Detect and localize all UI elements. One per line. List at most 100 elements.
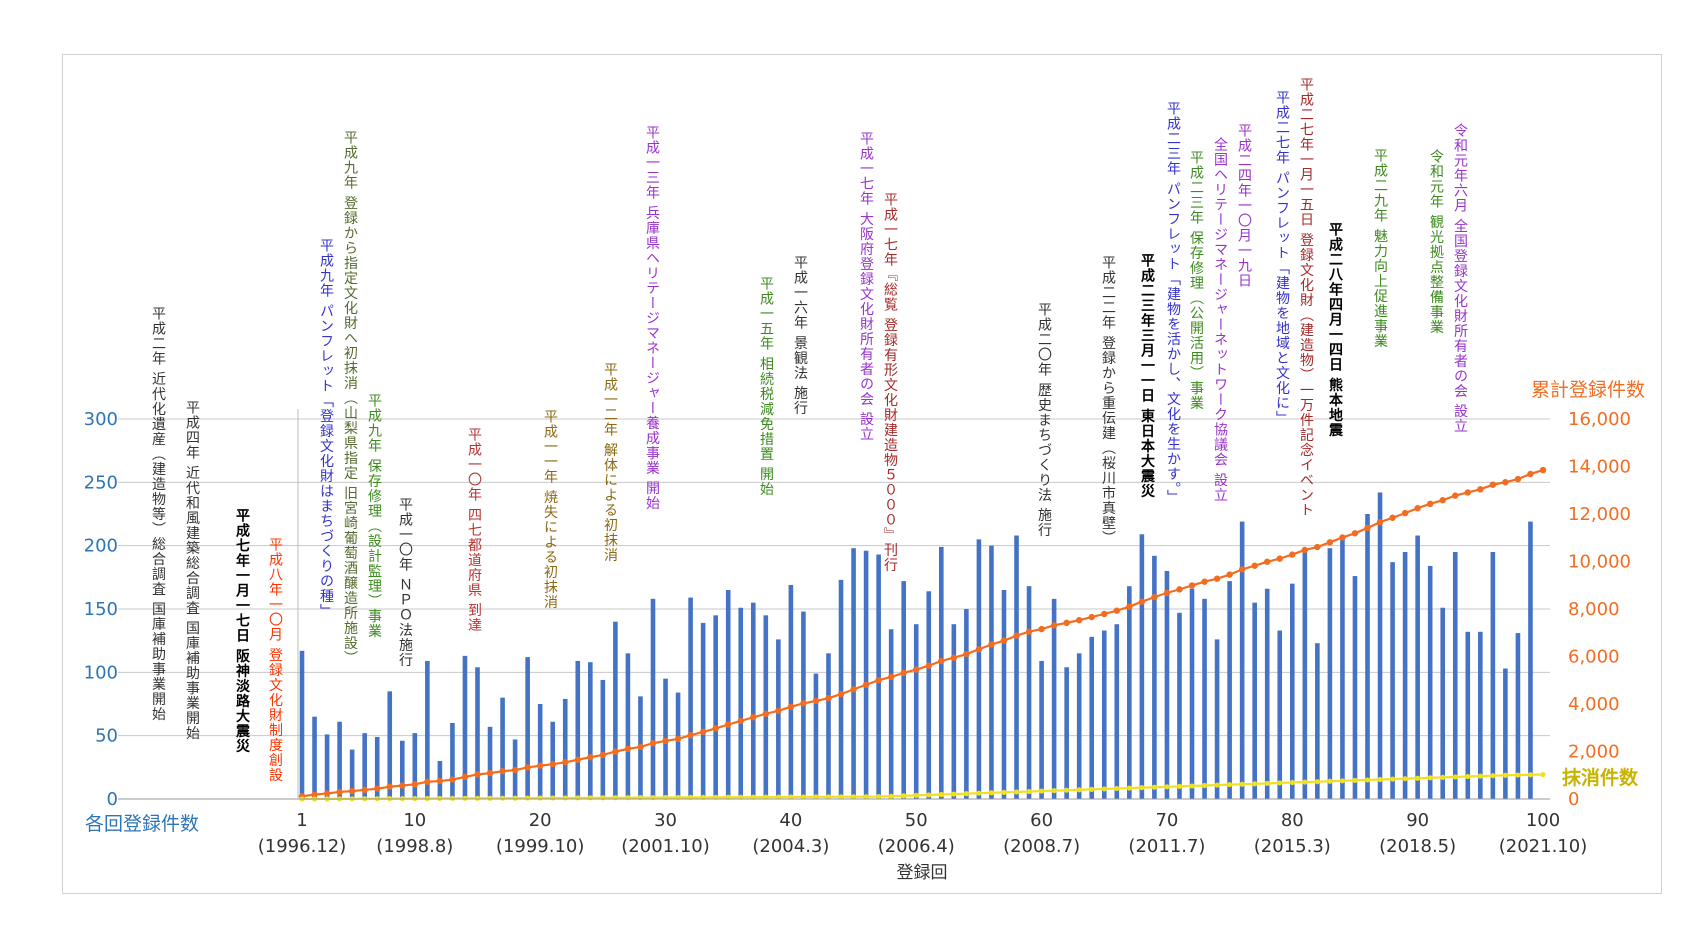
- cancel-point: [1302, 779, 1308, 785]
- cancel-point: [550, 795, 556, 801]
- cancel-point: [1214, 782, 1220, 788]
- cumulative-point: [750, 714, 757, 721]
- cumulative-point: [1514, 475, 1522, 483]
- bar: [588, 662, 593, 799]
- bar: [600, 679, 606, 799]
- cancel-point: [775, 794, 781, 800]
- bar: [1478, 631, 1483, 799]
- cumulative-point: [938, 657, 945, 665]
- cancel-point: [963, 791, 969, 797]
- bar: [1503, 668, 1508, 799]
- bar: [1365, 514, 1370, 799]
- cancel-point: [788, 794, 794, 800]
- cancel-line: [301, 773, 1544, 801]
- bar: [1327, 548, 1333, 799]
- cancel-point: [587, 795, 593, 801]
- cancel-point: [1402, 776, 1408, 782]
- annotation-label: 平成一一年 焼失による初抹消: [542, 409, 558, 610]
- cumulative-point: [1075, 616, 1083, 624]
- cancel-series-label: 抹消件数: [1562, 766, 1639, 789]
- cancel-point: [1502, 772, 1508, 778]
- x-tick-label: 90: [1406, 810, 1429, 831]
- cancel-point: [1477, 773, 1483, 779]
- bar: [901, 581, 906, 799]
- cancel-point: [1013, 789, 1020, 795]
- bar: [1014, 535, 1019, 799]
- cumulative-point: [1163, 589, 1171, 597]
- cumulative-point: [612, 748, 619, 755]
- left-tick-label: 200: [84, 536, 118, 557]
- bar: [1264, 588, 1270, 799]
- cumulative-point: [674, 735, 682, 743]
- annotation-label: 平成九年 保存修理（設計監理）事業: [366, 393, 382, 639]
- cumulative-point: [1176, 586, 1183, 593]
- bar: [826, 653, 831, 799]
- cumulative-point: [975, 646, 983, 653]
- x-tick-label: 50: [905, 810, 928, 831]
- annotation-label: 平成九年 登録から指定文化財へ初抹消（山梨県指定 旧宮崎葡萄酒醸造所施設）: [342, 130, 358, 666]
- bar: [1101, 630, 1107, 799]
- cumulative-point: [1126, 603, 1133, 610]
- bar: [613, 621, 618, 799]
- cancel-point: [1151, 784, 1158, 790]
- cancel-point: [1252, 781, 1258, 787]
- annotation-label: 平成二九年 魅力向上促進事業: [1372, 148, 1388, 349]
- bar: [863, 550, 869, 799]
- cumulative-point: [474, 771, 481, 778]
- x-tick-date: (2004.3): [752, 836, 829, 857]
- annotation-label: 平成一三年 兵庫県ヘリテージマネージャー養成事業 開始: [644, 125, 660, 511]
- bar: [625, 653, 631, 799]
- cumulative-point: [574, 756, 581, 763]
- annotation-label: 平成二三年三月一一日 東日本大震災: [1139, 253, 1155, 499]
- bar: [399, 740, 405, 799]
- cancel-point: [1051, 788, 1057, 794]
- annotation-label: 平成一六年 景観法 施行: [792, 255, 808, 416]
- cumulative-point: [925, 662, 932, 669]
- bar: [324, 734, 330, 799]
- cancel-point: [1540, 771, 1546, 778]
- bar: [1465, 631, 1471, 799]
- cumulative-point: [1339, 534, 1346, 541]
- right-tick-label: 4,000: [1568, 694, 1620, 715]
- cumulative-point: [1426, 500, 1434, 508]
- cumulative-point: [649, 740, 657, 747]
- cancel-point: [512, 795, 518, 801]
- bar: [838, 579, 844, 799]
- cumulative-point: [988, 641, 995, 648]
- bar: [1239, 521, 1245, 799]
- cancel-point: [562, 795, 568, 801]
- x-tick-date: (2018.5): [1379, 836, 1456, 857]
- cumulative-point: [1489, 481, 1497, 488]
- cumulative-point: [436, 777, 444, 785]
- cumulative-point: [1351, 530, 1359, 537]
- bar: [913, 624, 919, 799]
- bar: [1515, 633, 1521, 799]
- annotation-label: 全国ヘリテージマネージャーネットワーク協議会 設立: [1212, 137, 1228, 503]
- bar: [1402, 552, 1408, 799]
- cumulative-point: [536, 762, 544, 769]
- cancel-point: [1465, 773, 1471, 780]
- bar: [1352, 576, 1358, 799]
- right-axis-title: 累計登録件数: [1531, 379, 1645, 401]
- cumulative-point: [1364, 524, 1371, 532]
- cancel-point: [449, 795, 456, 801]
- bar: [1164, 571, 1170, 799]
- cumulative-point: [787, 703, 795, 711]
- cancel-point: [1101, 786, 1107, 792]
- cumulative-point: [1013, 632, 1020, 639]
- annotation-label: 平成二八年四月一四日 熊本地震: [1327, 222, 1343, 438]
- cumulative-point: [524, 764, 531, 771]
- cancel-point: [1427, 775, 1433, 781]
- bar: [725, 590, 731, 799]
- cumulative-point: [399, 782, 406, 789]
- bar: [1202, 598, 1207, 799]
- cancel-point: [1164, 784, 1170, 790]
- right-tick-label: 14,000: [1568, 457, 1631, 478]
- cancel-point: [951, 791, 957, 797]
- cancel-point: [938, 791, 944, 798]
- annotation-label: 平成一〇年 四七都道府県 到達: [466, 427, 482, 633]
- right-tick-label: 16,000: [1568, 409, 1631, 430]
- cancel-point: [850, 794, 857, 800]
- cumulative-point: [725, 721, 732, 728]
- bar: [713, 615, 718, 799]
